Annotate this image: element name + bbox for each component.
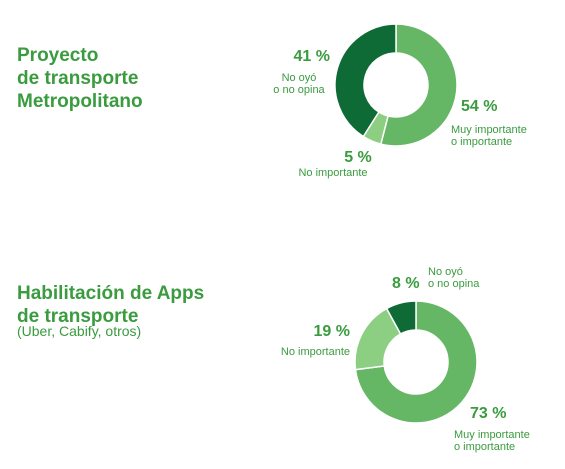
slice-label-line: o importante [451, 136, 513, 148]
chart2-title-line: Habilitación de Apps [17, 283, 205, 304]
pct-label-no-oyo-1: 41 % [293, 48, 330, 65]
slice-label-no-oyo-1: No oyó o no opina [266, 72, 332, 96]
pct-label-no-importante-1: 5 % [344, 149, 372, 166]
donut-chart-1 [334, 23, 458, 147]
pct-label-muy-importante-1: 54 % [461, 98, 498, 115]
chart1-title: Proyecto de transporte Metropolitano [17, 44, 143, 113]
slice-label-line: o no opina [428, 278, 480, 290]
slice-label-no-importante-2: No importante [262, 346, 350, 358]
chart1-title-line: Proyecto [17, 45, 99, 66]
slice-label-no-oyo-2: No oyó o no opina [428, 266, 479, 290]
slice-label-line: Muy importante [454, 429, 530, 441]
donut-slice-no-oyo-2 [385, 300, 417, 335]
donut-slice-muy-importante-1 [379, 23, 458, 147]
slice-label-muy-importante-2: Muy importante o importante [454, 429, 530, 453]
pct-label-muy-importante-2: 73 % [470, 405, 507, 422]
donut-chart-2 [354, 300, 478, 424]
slice-label-line: No importante [298, 167, 368, 179]
slice-label-line: o no opina [273, 84, 325, 96]
chart1-title-line: de transporte [17, 68, 139, 89]
chart2-title: Habilitación de Apps de transporte [17, 282, 204, 328]
slice-label-line: No oyó [428, 266, 463, 278]
slice-label-line: o importante [454, 441, 516, 453]
pct-label-no-oyo-2: 8 % [392, 275, 420, 292]
slice-label-line: No importante [280, 346, 350, 358]
chart1-title-line: Metropolitano [17, 91, 143, 112]
pct-label-no-importante-2: 19 % [313, 323, 350, 340]
slice-label-no-importante-1: No importante [288, 167, 378, 179]
slice-label-muy-importante-1: Muy importante o importante [451, 124, 527, 148]
donut-slice-no-oyo-1 [334, 23, 397, 138]
chart2-title-line: de transporte [17, 306, 139, 327]
donut-slice-muy-importante-2 [354, 300, 478, 424]
slice-label-line: Muy importante [451, 124, 527, 136]
chart2-subtitle: (Uber, Cabify, otros) [17, 323, 142, 339]
slice-label-line: No oyó [281, 72, 317, 84]
